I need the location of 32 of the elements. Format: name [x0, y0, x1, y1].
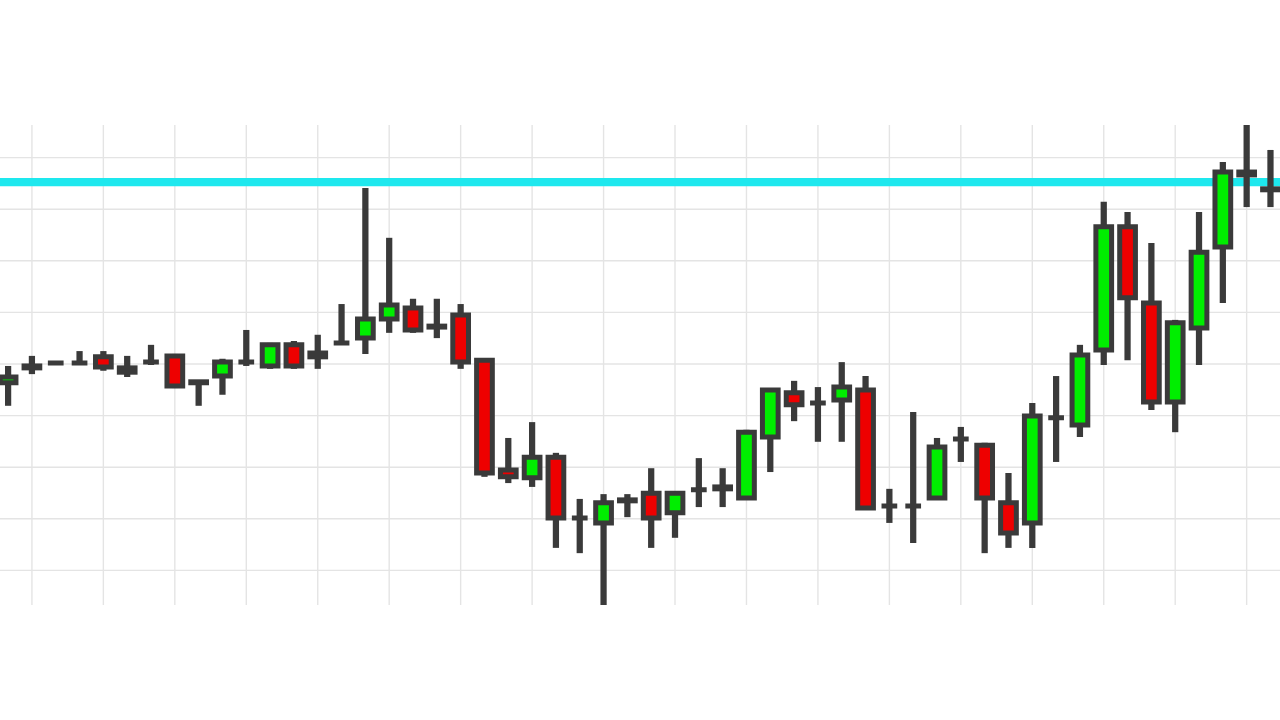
candlestick: [331, 304, 352, 346]
candlestick: [355, 187, 376, 354]
candlestick: [569, 498, 591, 554]
candlestick: [902, 412, 924, 544]
candlestick: [1045, 376, 1067, 462]
candlestick: [497, 437, 519, 484]
candlestick: [259, 342, 281, 369]
candlestick: [307, 334, 329, 369]
candlestick: [521, 422, 543, 487]
candlestick: [783, 380, 805, 422]
candlestick: [212, 358, 233, 395]
candlestick: [188, 379, 210, 406]
candlestick: [593, 494, 614, 605]
candlestick: [402, 298, 424, 333]
candlestick: [21, 355, 43, 375]
candlestick: [617, 494, 638, 518]
candlestick: [235, 329, 257, 366]
candlestick: [1260, 149, 1280, 208]
candlestick: [664, 490, 686, 538]
candlestick: [950, 426, 972, 462]
candlestick: [807, 387, 829, 442]
candlestick: [1236, 125, 1258, 208]
candlestick: [140, 344, 162, 365]
candlestick: [426, 298, 448, 339]
candlestick: [116, 355, 138, 377]
candlestick: [688, 458, 710, 508]
candlestick: [712, 468, 734, 508]
candlestick: [831, 362, 853, 442]
candlestick: [378, 237, 400, 333]
candlestick: [879, 488, 900, 523]
candlestick: [283, 341, 305, 369]
candlestick: [93, 351, 114, 371]
